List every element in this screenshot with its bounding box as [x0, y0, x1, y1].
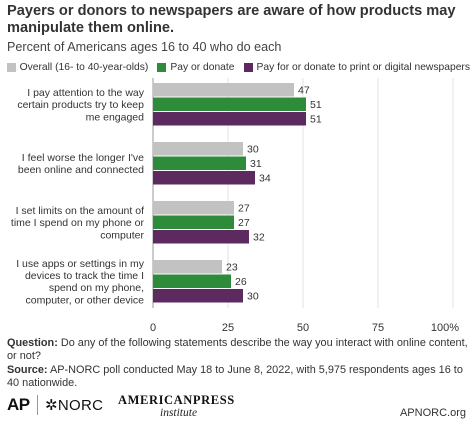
x-tick-label-3: 75 [372, 322, 384, 334]
category-label-line: devices to track the time I [25, 270, 144, 282]
value-label-cat3-series1: 26 [235, 276, 247, 288]
source-note: Source: AP-NORC poll conducted May 18 to… [7, 364, 469, 391]
category-label-line: time I spend on my phone or [11, 217, 145, 229]
question-note: Question: Do any of the following statem… [7, 337, 469, 364]
question-label: Question: [7, 337, 58, 349]
bar-cat1-series1 [153, 156, 246, 170]
value-label-cat3-series2: 30 [247, 290, 259, 302]
bar-cat0-series0 [153, 83, 294, 97]
legend-label-pay-or-donate: Pay or donate [170, 61, 235, 73]
value-label-cat2-series2: 32 [253, 231, 265, 243]
value-label-cat2-series0: 27 [238, 202, 250, 214]
chart-notes: Question: Do any of the following statem… [7, 337, 469, 390]
legend-swatch-newspapers [243, 62, 253, 72]
logo-divider [37, 395, 38, 415]
legend-label-newspapers: Pay for or donate to print or digital ne… [256, 61, 471, 73]
category-label-line: I pay attention to the way [27, 87, 144, 99]
category-label-line: certain products try to keep [17, 99, 144, 111]
category-label-line: I set limits on the amount of [16, 205, 144, 217]
x-tick-label-2: 50 [297, 322, 309, 334]
value-label-cat1-series1: 31 [250, 158, 262, 170]
category-label-line: computer, or other device [26, 294, 145, 306]
bar-cat2-series1 [153, 215, 234, 229]
legend-label-overall: Overall (16- to 40-year-olds) [19, 61, 149, 73]
category-label-line: me engaged [86, 111, 145, 123]
bar-cat2-series2 [153, 230, 249, 244]
value-label-cat2-series1: 27 [238, 217, 250, 229]
legend: Overall (16- to 40-year-olds) Pay or don… [0, 60, 470, 74]
legend-swatch-pay-or-donate [157, 62, 167, 72]
chart-title: Payers or donors to newspapers are aware… [7, 3, 456, 36]
category-label-line: I use apps or settings in my [16, 258, 145, 270]
category-label-line: spend on my phone, [49, 282, 144, 294]
x-tick-label-0: 0 [150, 322, 156, 334]
category-label-line: computer [100, 229, 144, 241]
bar-cat0-series2 [153, 112, 306, 126]
source-label: Source: [7, 363, 48, 376]
x-tick-label-1: 25 [222, 322, 234, 334]
legend-item-overall: Overall (16- to 40-year-olds) [6, 61, 149, 73]
bar-cat3-series2 [153, 289, 243, 303]
bar-cat2-series0 [153, 201, 234, 215]
category-label-line: I feel worse the longer I've [22, 152, 144, 164]
category-label-2: I set limits on the amount of time I spen… [11, 205, 145, 241]
category-label-1: I feel worse the longer I've been online … [18, 152, 144, 176]
legend-item-pay-or-donate: Pay or donate [157, 61, 235, 73]
value-label-cat0-series1: 51 [310, 99, 322, 111]
value-label-cat1-series2: 34 [259, 172, 271, 184]
value-label-cat0-series0: 47 [298, 84, 310, 96]
source-text: AP-NORC poll conducted May 18 to June 8,… [7, 363, 463, 389]
ap-logo: AP [7, 395, 30, 414]
category-label-3: I use apps or settings in my devices to t… [16, 258, 145, 307]
bar-cat1-series2 [153, 171, 255, 185]
legend-item-newspapers: Pay for or donate to print or digital ne… [243, 61, 471, 73]
value-label-cat1-series0: 30 [247, 143, 259, 155]
bar-cat3-series1 [153, 274, 231, 288]
value-label-cat3-series0: 23 [226, 261, 238, 273]
question-text: Do any of the following statements descr… [7, 337, 468, 363]
value-label-cat0-series2: 51 [310, 113, 322, 125]
bar-cat0-series1 [153, 97, 306, 111]
american-press-institute-logo: AMERICANPRESS [118, 393, 235, 407]
american-press-institute-logo-subtext: institute [160, 407, 198, 419]
footer: AP ✲NORC AMERICANPRESS institute APNORC.… [0, 390, 474, 425]
legend-swatch-overall [6, 62, 16, 72]
norc-logo: ✲NORC [45, 397, 104, 414]
bar-cat3-series0 [153, 260, 222, 274]
category-label-0: I pay attention to the way certain produc… [17, 87, 144, 123]
chart-subtitle: Percent of Americans ages 16 to 40 who d… [7, 40, 282, 54]
x-tick-label-4: 100% [431, 322, 459, 334]
bar-cat1-series0 [153, 142, 243, 156]
site-link[interactable]: APNORC.org [399, 407, 466, 419]
category-label-line: been online and connected [18, 164, 144, 176]
